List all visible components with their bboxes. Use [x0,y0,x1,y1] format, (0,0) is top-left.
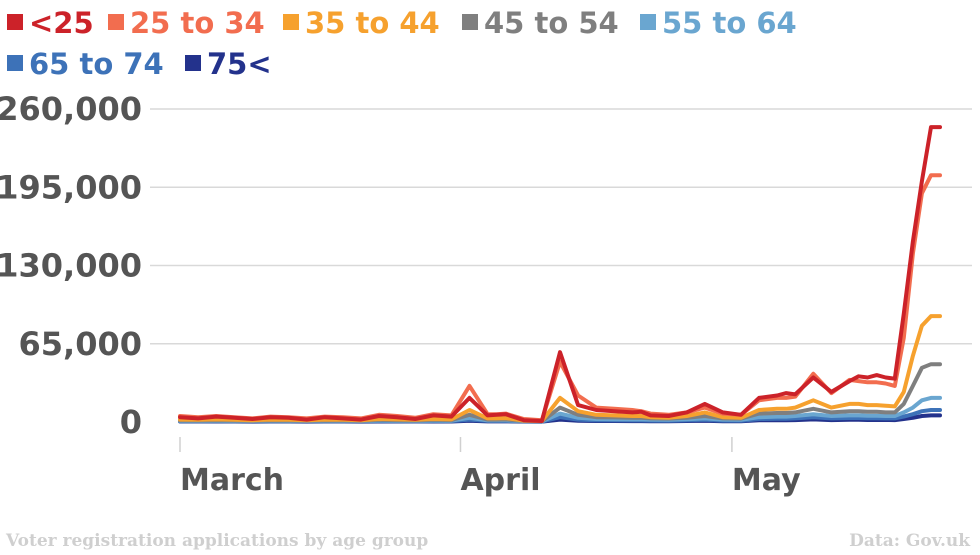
legend-label: 75< [207,47,272,81]
legend: <25 25 to 34 35 to 44 45 to 54 55 to 64 65 to… [7,6,797,81]
chart-caption: Voter registration applications by age g… [5,531,428,551]
series-lines [178,125,942,424]
legend-label: 45 to 54 [484,6,619,40]
legend-label: 35 to 44 [305,6,440,40]
legend-label: 55 to 64 [662,6,797,40]
gridlines [150,108,972,345]
legend-item: 35 to 44 [283,6,440,40]
y-tick-label: 260,000 [0,90,142,128]
legend-swatch [108,14,124,30]
x-tick-label: March [180,463,284,498]
legend-label: 65 to 74 [29,47,164,81]
legend-label: <25 [29,6,94,40]
y-axis: 260,000 195,000 130,000 65,000 0 [0,90,142,441]
data-source: Data: Gov.uk [849,531,971,551]
legend-item: <25 [7,6,94,40]
x-tick-label: May [732,463,801,498]
legend-item: 75< [185,47,272,81]
series-line [178,314,942,423]
legend-item: 25 to 34 [108,6,265,40]
series-line [178,125,942,423]
y-tick-label: 130,000 [0,247,142,285]
series-line [178,173,942,423]
legend-swatch [7,55,23,71]
y-tick-label: 195,000 [0,168,142,206]
legend-item: 65 to 74 [7,47,164,81]
legend-swatch [283,14,299,30]
x-tick-label: April [460,463,540,498]
y-tick-label: 65,000 [19,325,142,363]
legend-item: 45 to 54 [462,6,619,40]
x-axis: March April May [179,437,801,498]
legend-item: 55 to 64 [640,6,797,40]
legend-swatch [185,55,201,71]
legend-swatch [7,14,23,30]
y-tick-label: 0 [120,403,142,441]
legend-swatch [640,14,656,30]
legend-label: 25 to 34 [130,6,265,40]
legend-swatch [462,14,478,30]
